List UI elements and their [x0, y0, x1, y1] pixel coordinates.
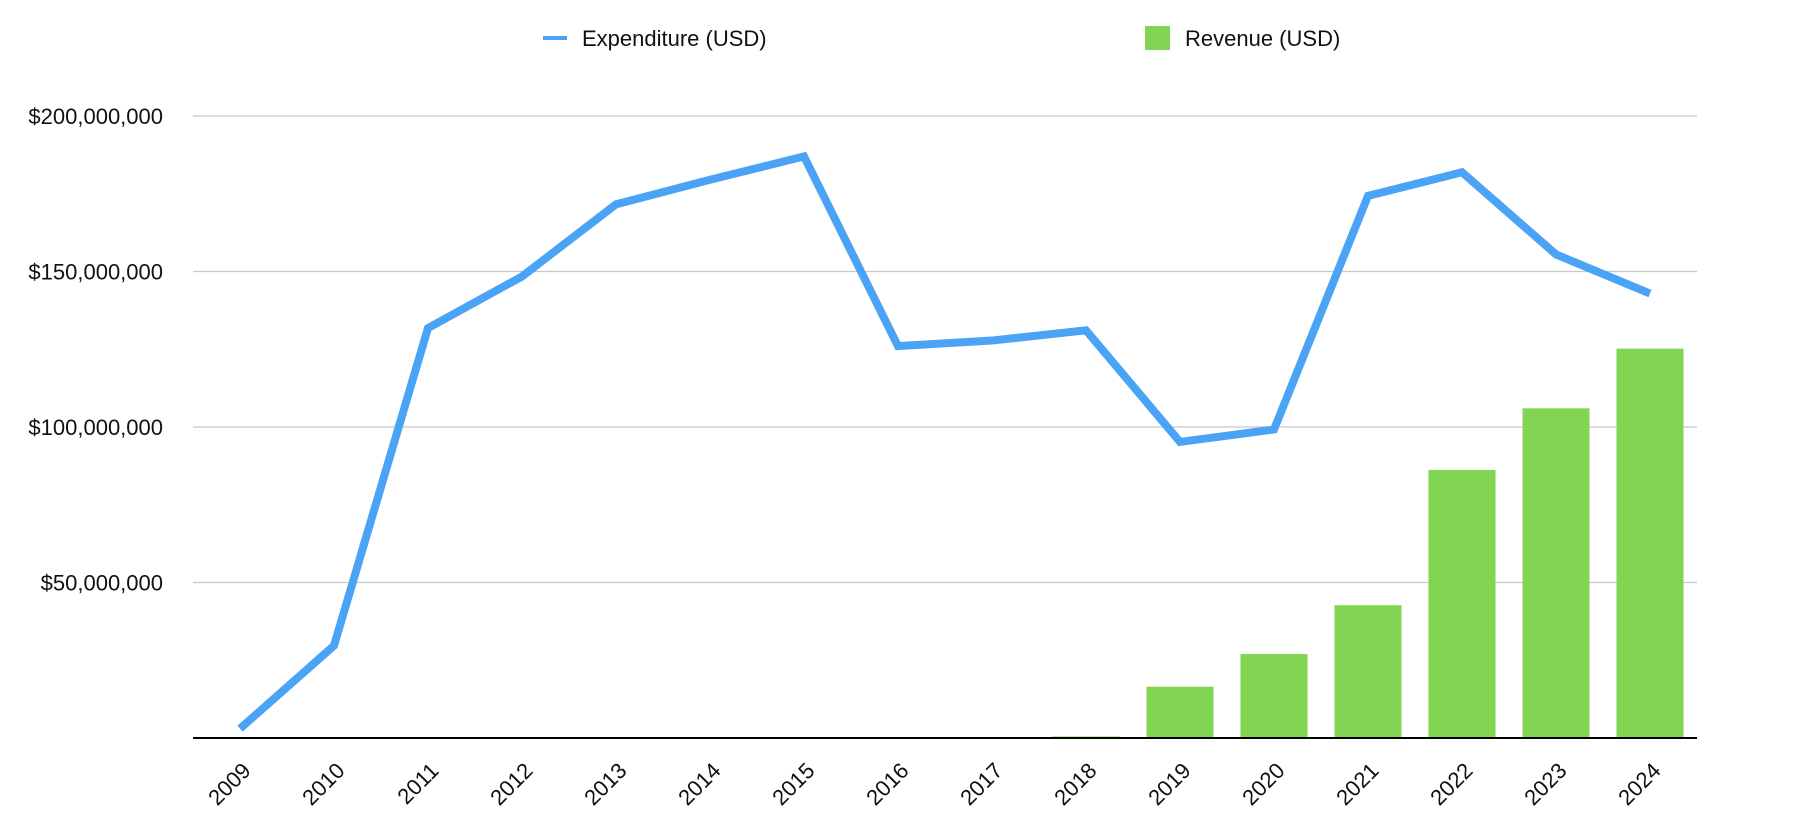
x-tick-label: 2021 [1331, 758, 1383, 810]
x-tick-label: 2024 [1613, 758, 1665, 810]
y-tick-label: $200,000,000 [28, 104, 163, 129]
revenue-bar [1146, 686, 1214, 738]
y-tick-label: $100,000,000 [28, 415, 163, 440]
x-axis-ticks: 2009 2010 2011 2012 2013 2014 2015 2016 2017 2018… [203, 758, 1665, 810]
x-tick-label: 2014 [673, 758, 725, 810]
x-tick-label: 2020 [1237, 758, 1289, 810]
x-tick-label: 2019 [1143, 758, 1195, 810]
x-tick-label: 2009 [203, 758, 255, 810]
legend-revenue-label: Revenue (USD) [1185, 26, 1340, 51]
legend: Expenditure (USD) Revenue (USD) [543, 26, 1340, 51]
x-tick-label: 2012 [485, 758, 537, 810]
revenue-bar [1334, 605, 1402, 738]
x-tick-label: 2011 [392, 758, 443, 809]
x-tick-label: 2016 [861, 758, 913, 810]
legend-expenditure-label: Expenditure (USD) [582, 26, 767, 51]
revenue-bar [1428, 469, 1496, 738]
y-tick-label: $50,000,000 [41, 571, 163, 596]
revenue-bar [1240, 654, 1308, 738]
y-tick-label: $150,000,000 [28, 260, 163, 285]
x-tick-label: 2013 [579, 758, 631, 810]
expenditure-series-line [237, 151, 1652, 732]
revenue-bar [1616, 348, 1684, 738]
revenue-bar [1522, 408, 1590, 738]
x-tick-label: 2022 [1425, 758, 1477, 810]
x-tick-label: 2017 [955, 758, 1007, 810]
expenditure-line [237, 151, 1652, 732]
revenue-bars [1052, 348, 1684, 738]
x-tick-label: 2018 [1049, 758, 1101, 810]
y-axis-ticks: $50,000,000 $100,000,000 $150,000,000 $200,… [28, 104, 163, 596]
x-tick-label: 2023 [1519, 758, 1571, 810]
x-tick-label: 2010 [297, 758, 349, 810]
x-tick-label: 2015 [767, 758, 819, 810]
legend-revenue-swatch [1145, 26, 1170, 50]
